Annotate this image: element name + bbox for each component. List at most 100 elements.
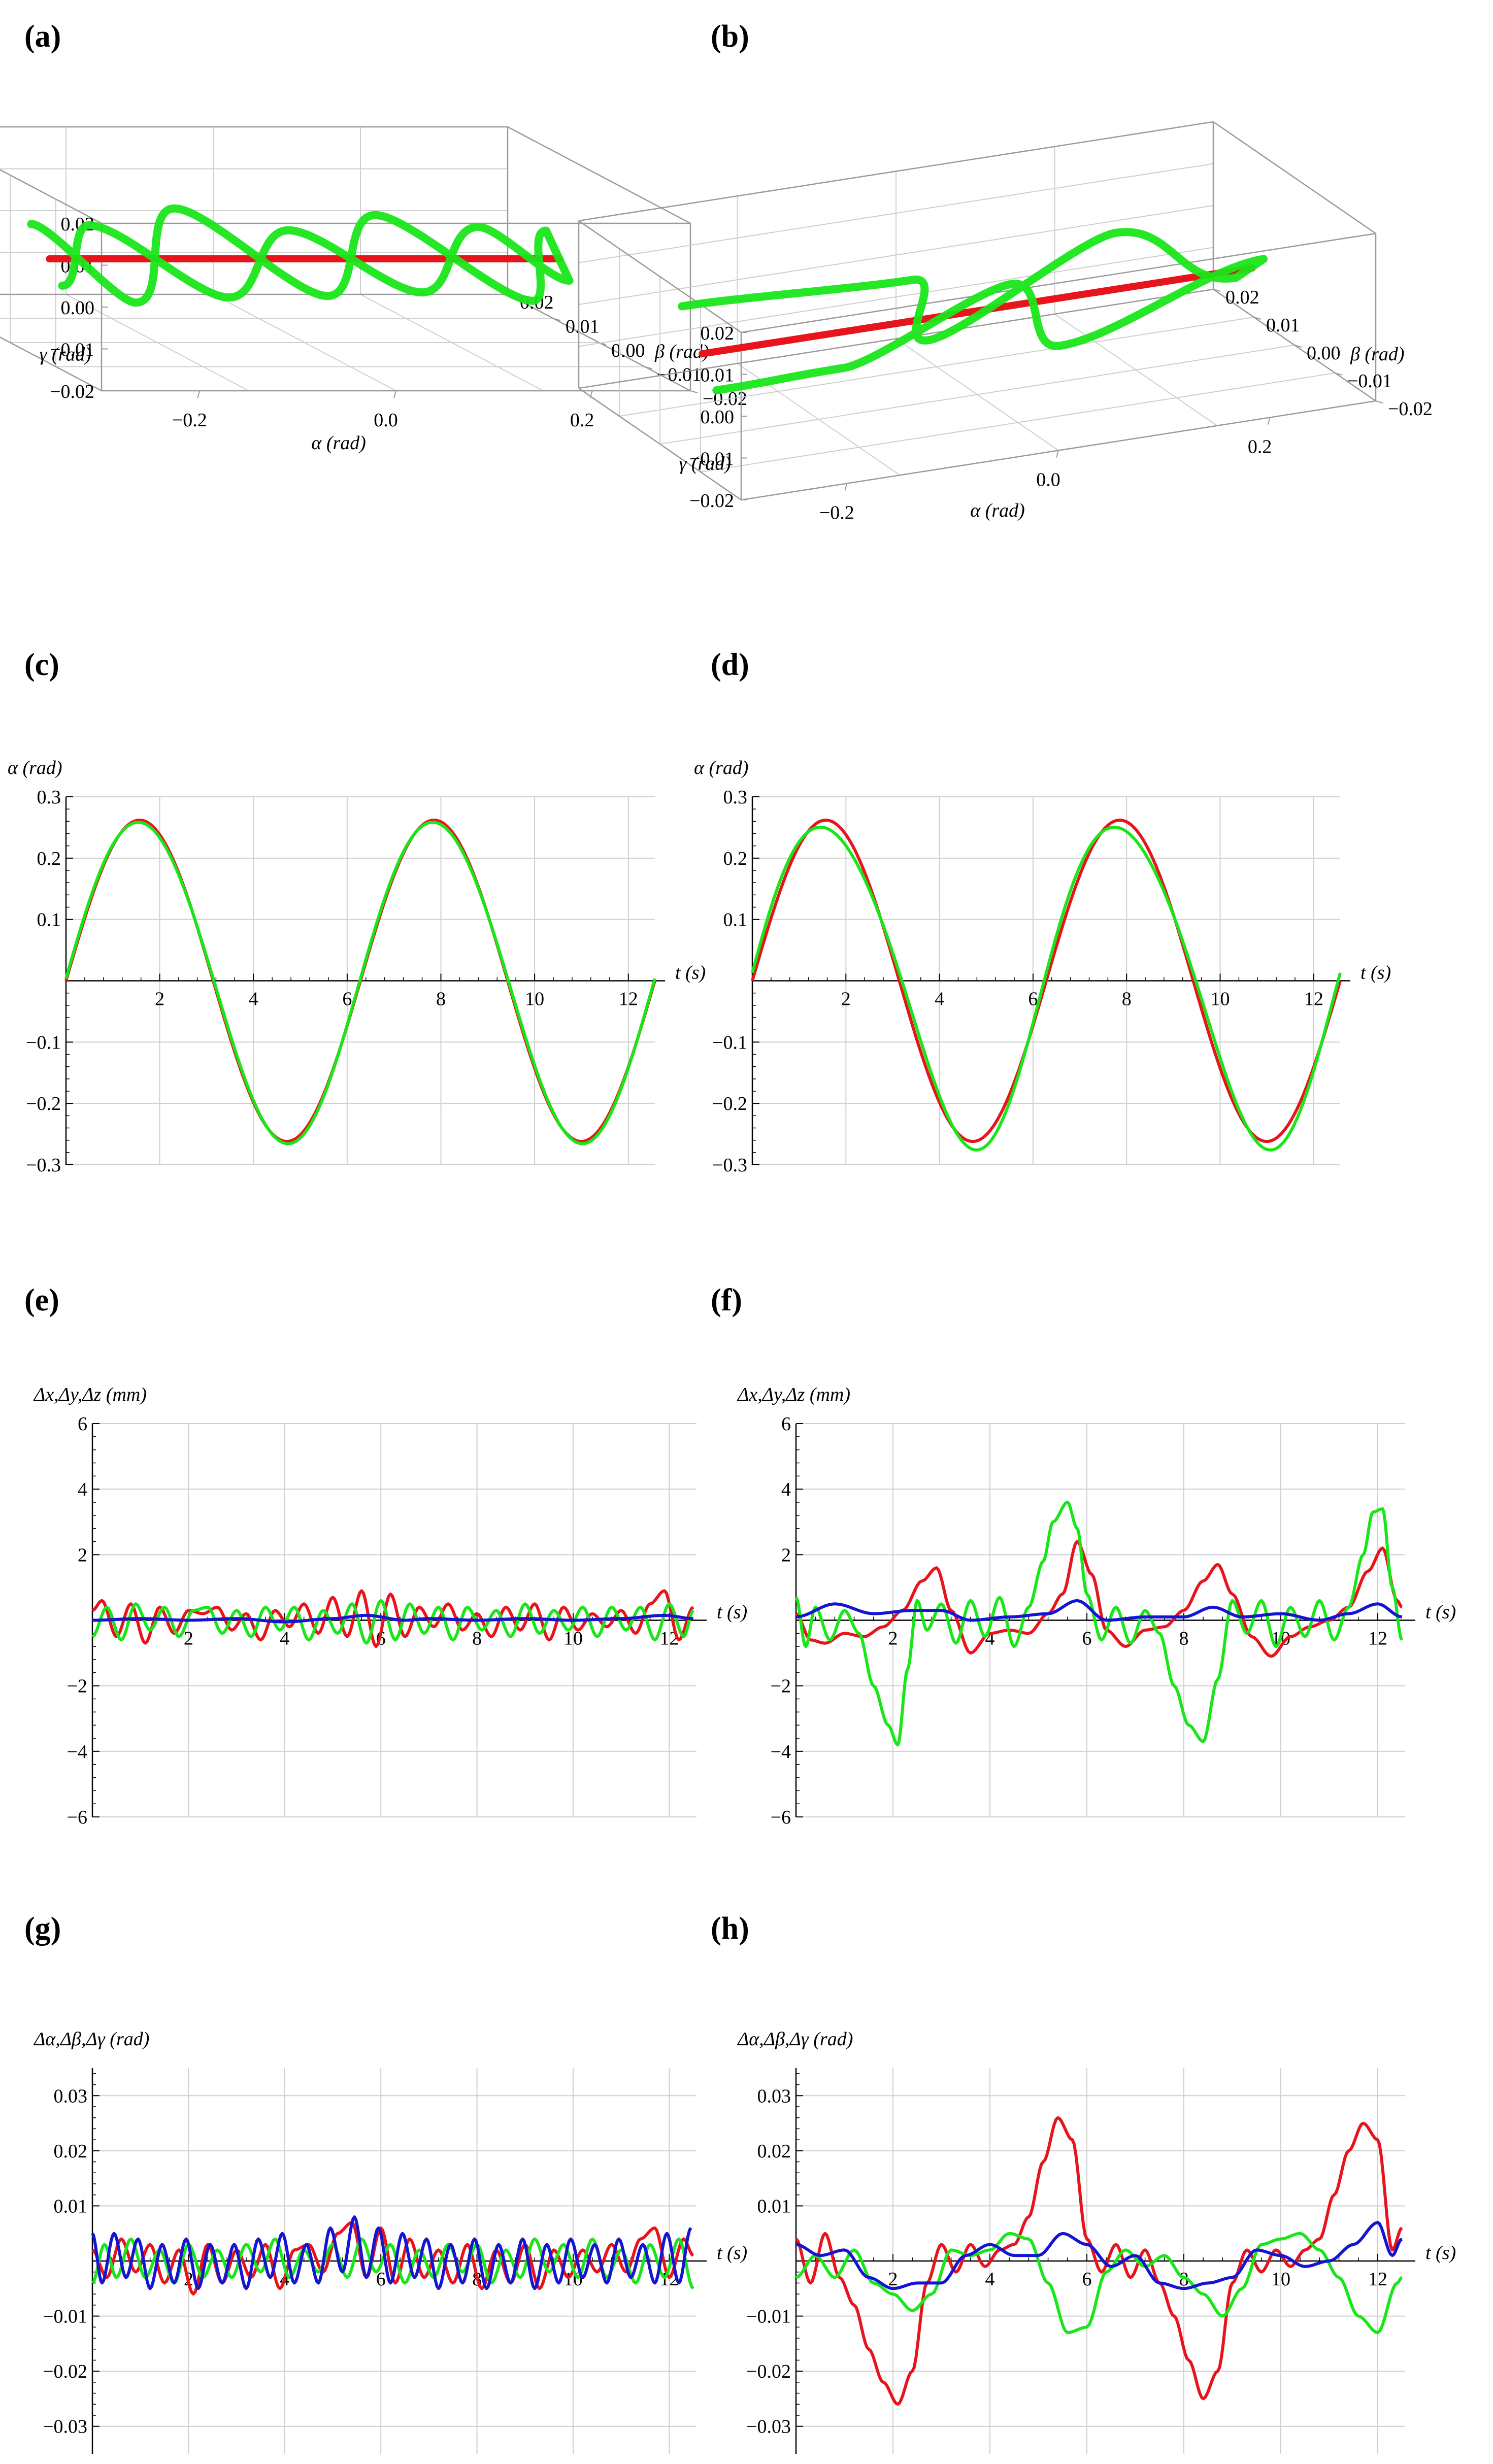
y-tick-label: 0.03	[54, 2085, 88, 2107]
x-tick-label: 4	[985, 2269, 994, 2290]
box-edge	[1213, 121, 1376, 234]
y-axis-label: β (rad)	[1350, 344, 1405, 365]
x-tick-label: 0.2	[570, 410, 594, 431]
blue-series-line	[92, 1613, 693, 1624]
y-tick-label: 0.01	[54, 2196, 88, 2217]
y-tick-label: −0.02	[43, 2361, 87, 2382]
x-axis-label: t (s)	[717, 1602, 747, 1623]
x-tick-label: 10	[1211, 989, 1230, 1010]
y-tick-label: −0.1	[712, 1032, 747, 1053]
box-edge	[741, 232, 1376, 333]
y-tick-label: 0.02	[54, 2141, 88, 2162]
x-tick	[1056, 450, 1059, 458]
z-tick-label: 0.02	[701, 323, 735, 344]
y-tick-label: −0.2	[26, 1093, 61, 1115]
x-tick-label: 0.2	[1248, 436, 1272, 458]
y-axis-label: α (rad)	[694, 757, 749, 779]
y-axis-label: Δα,Δβ,Δγ (rad)	[33, 2029, 149, 2050]
y-tick	[1253, 317, 1262, 320]
y-tick-label: 0.1	[723, 909, 748, 931]
green-series-line	[795, 2232, 1403, 2335]
chart-g: −0.03−0.02−0.010.010.020.032 4 6 8 10 12t (s)…	[33, 2029, 747, 2454]
y-tick-label: 0.03	[757, 2085, 791, 2107]
x-tick-label: 2	[155, 989, 164, 1010]
y-tick-label: 0.02	[757, 2141, 791, 2162]
y-tick-label: 6	[78, 1413, 87, 1435]
y-tick-label: 0.2	[723, 848, 748, 869]
panel-label-g: (g)	[24, 1911, 61, 1946]
box-edge	[578, 121, 1214, 222]
y-tick-label: 2	[781, 1544, 791, 1566]
x-tick	[197, 390, 201, 398]
y-tick	[1213, 289, 1221, 292]
chart-b: 0.02 0.01 0.00 −0.01 −0.02 γ (rad) −0.2 0.0 0.2 α…	[578, 121, 1433, 524]
blue-series-line	[795, 2221, 1403, 2290]
box-edge	[507, 126, 691, 224]
x-axis-label: t (s)	[1361, 962, 1391, 984]
y-tick-label: −0.02	[1388, 398, 1433, 420]
x-tick-label: 10	[1271, 2269, 1290, 2290]
floor-gridline	[360, 294, 544, 391]
y-tick-label: −0.01	[1347, 370, 1392, 392]
chart-d: −0.3 −0.2 −0.1 0.1 0.2 0.3 2 4 6 8 10 12 t (s) α (rad…	[694, 757, 1391, 1176]
x-tick-label: 0.0	[374, 410, 398, 431]
y-axis-label: α (rad)	[8, 757, 62, 779]
floor-gridline	[659, 345, 1295, 445]
z-tick-label: −0.01	[50, 340, 94, 361]
x-axis-label: t (s)	[675, 962, 706, 984]
red-reference-line	[699, 264, 1256, 357]
box-edge	[0, 169, 102, 224]
panel-label-h: (h)	[711, 1911, 749, 1946]
green-series-line	[751, 825, 1342, 1152]
x-tick-label: 6	[1082, 1628, 1091, 1649]
z-tick-label: 0.00	[701, 407, 735, 428]
z-tick-label: −0.01	[689, 449, 734, 470]
x-tick	[1267, 417, 1271, 425]
y-tick-label: −4	[67, 1741, 87, 1763]
panel-label-a: (a)	[24, 19, 61, 54]
floor-gridline	[619, 317, 1254, 417]
chart-h: −0.03 −0.02 −0.01 0.01 0.02 0.03 2 4 6 8 10 12 t (s)…	[737, 2029, 1456, 2454]
x-tick-label: 4	[935, 989, 944, 1010]
x-tick-label: 6	[1082, 2269, 1091, 2290]
y-tick-label: −0.01	[43, 2306, 87, 2327]
box-edge	[0, 336, 102, 392]
x-tick-label: 12	[1304, 989, 1323, 1010]
x-tick-label: −0.2	[819, 502, 854, 524]
panel-label-e: (e)	[24, 1283, 59, 1318]
x-tick-label: 4	[249, 989, 258, 1010]
y-tick-label: 0.00	[1307, 343, 1341, 364]
x-tick-label: 8	[1179, 2269, 1188, 2290]
y-tick	[1294, 345, 1302, 348]
x-tick-label: 2	[888, 2269, 898, 2290]
green-series-line	[91, 1599, 694, 1645]
blue-series-line	[91, 2215, 692, 2290]
x-tick-label: 0.0	[1036, 469, 1060, 491]
x-tick-label: 8	[1179, 1628, 1188, 1649]
y-tick-label: 0.01	[1266, 315, 1300, 336]
z-tick-label: 0.01	[701, 365, 735, 386]
back-wall-gridline	[578, 247, 1214, 347]
y-tick-label: −2	[771, 1676, 791, 1697]
y-tick	[690, 390, 698, 393]
x-axis-label: t (s)	[1425, 1602, 1456, 1623]
x-tick-label: 12	[619, 989, 638, 1010]
y-tick-label: 0.02	[1225, 287, 1259, 308]
x-tick-label: 10	[525, 989, 544, 1010]
y-tick	[1335, 373, 1343, 376]
y-axis-label: Δα,Δβ,Δγ (rad)	[737, 2029, 853, 2050]
y-tick-label: 4	[78, 1479, 87, 1500]
y-tick-label: 4	[781, 1479, 791, 1500]
y-tick-label: 0.01	[566, 316, 600, 337]
x-tick-label: 2	[184, 1628, 193, 1649]
floor-gridline	[1054, 313, 1218, 426]
x-tick-label: 8	[436, 989, 446, 1010]
panel-label-c: (c)	[24, 648, 59, 682]
box-edge	[578, 387, 742, 501]
z-axis-label: γ (rad)	[679, 453, 731, 475]
z-tick-label: −0.02	[689, 490, 734, 512]
z-tick-label: 0.00	[61, 297, 95, 319]
